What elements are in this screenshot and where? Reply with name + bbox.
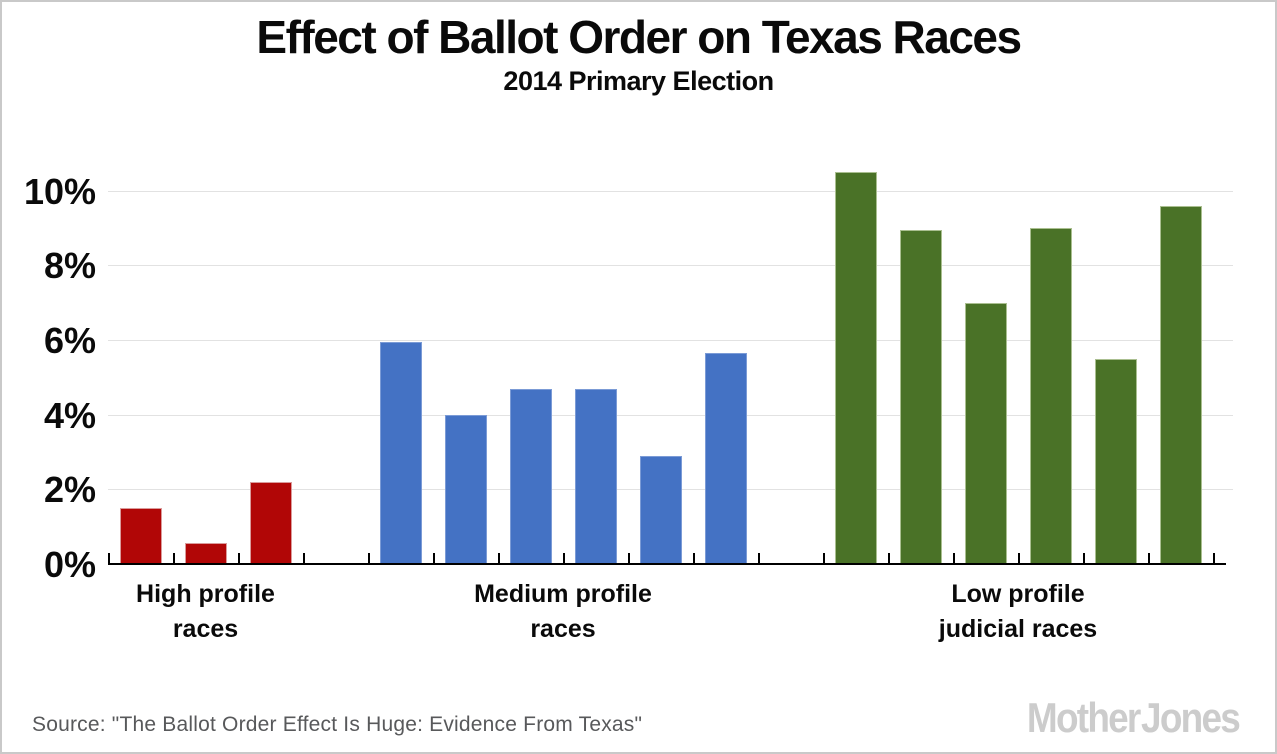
x-axis-tick [1018, 553, 1020, 563]
x-axis-group-label-line: Low profile [951, 580, 1085, 608]
x-axis-tick [758, 553, 760, 563]
x-axis-tick [953, 553, 955, 563]
bar-low-profile-judicial-races [1159, 205, 1202, 564]
x-axis-tick [1083, 553, 1085, 563]
bar-low-profile-judicial-races [1029, 228, 1072, 564]
x-axis-tick [433, 553, 435, 563]
bar-medium-profile-races [444, 414, 487, 564]
bar-high-profile-races [249, 481, 292, 564]
bar-low-profile-judicial-races [964, 302, 1007, 564]
bar-medium-profile-races [639, 455, 682, 564]
gridline [108, 340, 1233, 342]
x-axis-tick [108, 553, 110, 563]
bar-medium-profile-races [509, 388, 552, 564]
y-axis-tick-label: 10% [23, 170, 96, 212]
x-axis-tick [1213, 553, 1215, 563]
x-axis-group-label-line: races [172, 615, 239, 643]
x-axis-tick [888, 553, 890, 563]
y-axis-tick-label: 2% [43, 469, 96, 511]
x-axis-tick [173, 553, 175, 563]
x-axis-tick [498, 553, 500, 563]
x-axis-tick [238, 553, 240, 563]
bar-low-profile-judicial-races [899, 229, 942, 564]
mother-jones-logo: Mother Jones [1026, 694, 1241, 741]
y-axis-tick-label: 6% [43, 320, 96, 362]
bar-medium-profile-races [704, 353, 747, 564]
y-axis-tick-label: 4% [43, 394, 96, 436]
x-axis-tick [823, 553, 825, 563]
gridline [108, 414, 1233, 416]
y-axis-tick-label: 0% [43, 544, 96, 585]
bar-low-profile-judicial-races [834, 172, 877, 564]
x-axis-group-label: Medium profile races [403, 577, 723, 647]
x-axis-tick [303, 553, 305, 563]
x-axis-tick [628, 553, 630, 563]
x-axis-group-label-line: judicial races [938, 615, 1098, 643]
bar-low-profile-judicial-races [1094, 358, 1137, 564]
x-axis-tick [1148, 553, 1150, 563]
x-axis-tick [563, 553, 565, 563]
y-axis-tick-label: 8% [43, 245, 96, 287]
x-axis-group-label: Low profile judicial races [858, 577, 1178, 647]
bar-medium-profile-races [574, 388, 617, 564]
gridline [108, 265, 1233, 267]
source-note: Source: "The Ballot Order Effect Is Huge… [32, 713, 643, 736]
x-axis-line [108, 563, 1226, 565]
plot-area: 0% 2% 4% 6% 8% 10% High profile races Medium pro… [24, 147, 1233, 643]
x-axis-tick [368, 553, 370, 563]
chart-subtitle: 2014 Primary Election [503, 66, 774, 96]
bar-high-profile-races [184, 543, 227, 564]
bar-medium-profile-races [379, 341, 422, 564]
gridline [108, 190, 1233, 192]
x-axis-group-label: High profile races [46, 577, 366, 647]
x-axis-group-label-line: Medium profile [474, 580, 652, 608]
x-axis-group-label-line: races [530, 615, 596, 643]
chart-title: Effect of Ballot Order on Texas Races [256, 11, 1022, 63]
x-axis-group-label-line: High profile [136, 580, 275, 608]
bar-high-profile-races [119, 508, 162, 564]
x-axis-tick [693, 553, 695, 563]
